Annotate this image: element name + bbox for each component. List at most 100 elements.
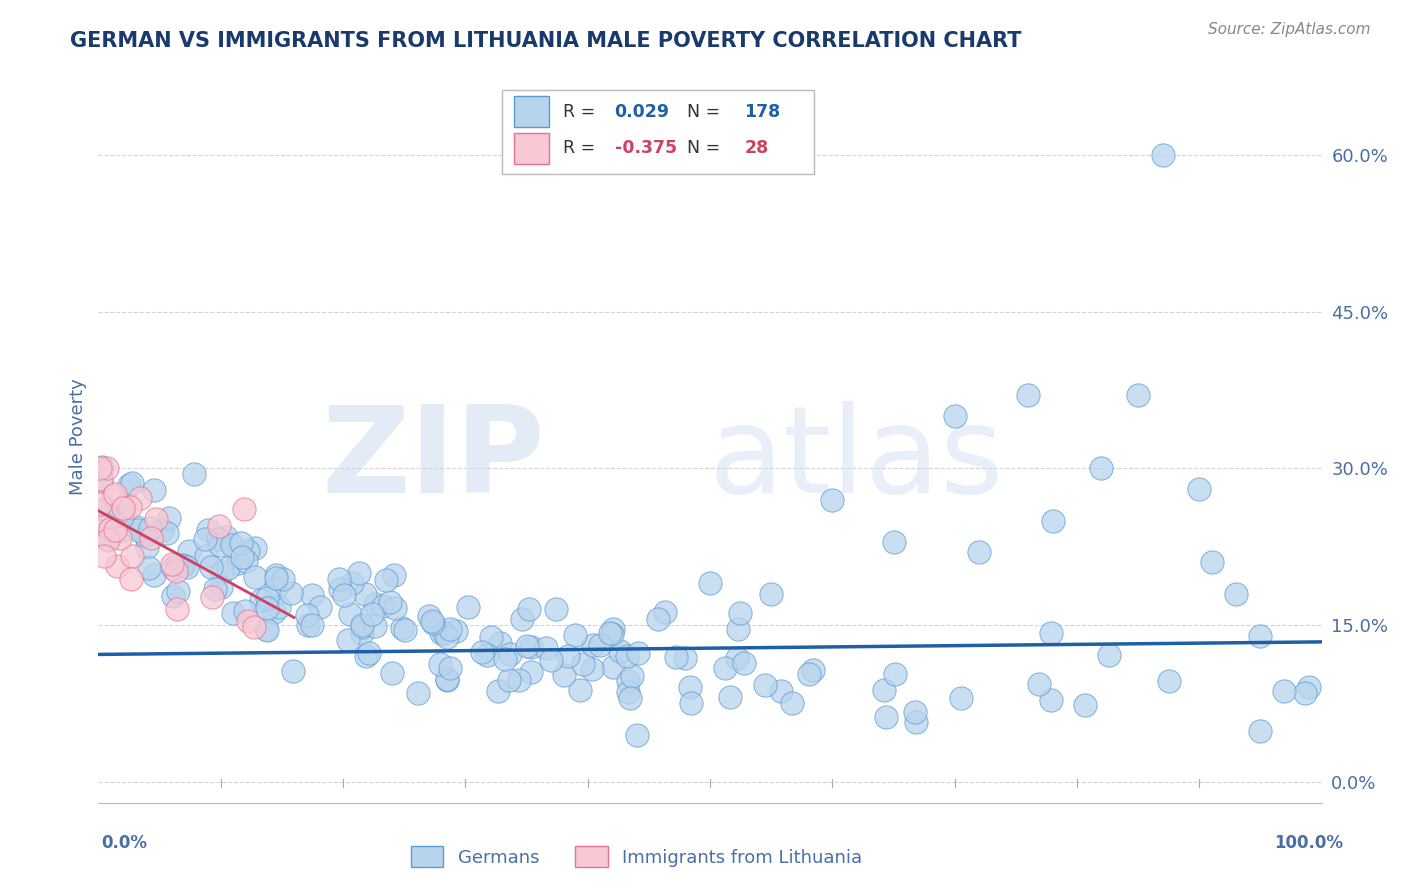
Point <box>557 649 579 664</box>
Point <box>609 644 631 658</box>
Point <box>436 672 458 686</box>
Point <box>243 570 266 584</box>
Legend: Germans, Immigrants from Lithuania: Germans, Immigrants from Lithuania <box>404 839 870 874</box>
Point <box>391 621 413 635</box>
Text: ZIP: ZIP <box>321 401 546 517</box>
Point <box>249 593 271 607</box>
Point <box>1294 686 1316 700</box>
Point <box>821 492 844 507</box>
Point <box>627 646 650 660</box>
Point <box>127 523 149 537</box>
Point <box>654 605 676 619</box>
Point <box>264 567 287 582</box>
Point <box>1128 388 1150 402</box>
Point <box>1074 698 1097 712</box>
Point <box>89 461 111 475</box>
Point <box>589 638 612 652</box>
Point <box>328 572 350 586</box>
Point <box>97 533 120 547</box>
Point <box>197 523 219 537</box>
Point <box>142 567 165 582</box>
Point <box>616 674 638 689</box>
Point <box>600 627 623 641</box>
Point <box>516 639 538 653</box>
Point <box>347 566 370 581</box>
Point <box>104 523 127 537</box>
Point <box>1225 587 1247 601</box>
Point <box>381 666 404 681</box>
Point <box>571 657 593 672</box>
Point <box>264 581 287 595</box>
Point <box>699 576 721 591</box>
FancyBboxPatch shape <box>502 90 814 174</box>
Point <box>665 650 688 665</box>
Point <box>520 665 543 680</box>
Text: Source: ZipAtlas.com: Source: ZipAtlas.com <box>1208 22 1371 37</box>
Point <box>337 632 360 647</box>
Point <box>162 590 184 604</box>
Point <box>436 630 458 644</box>
Point <box>254 622 277 636</box>
Point <box>457 599 479 614</box>
Point <box>222 606 245 620</box>
Y-axis label: Male Poverty: Male Poverty <box>69 379 87 495</box>
Point <box>429 657 451 671</box>
Point <box>433 625 456 640</box>
Point <box>221 538 243 552</box>
Point <box>354 587 377 601</box>
Point <box>215 530 238 544</box>
Point <box>883 534 905 549</box>
Point <box>200 560 222 574</box>
Text: GERMAN VS IMMIGRANTS FROM LITHUANIA MALE POVERTY CORRELATION CHART: GERMAN VS IMMIGRANTS FROM LITHUANIA MALE… <box>70 31 1022 51</box>
Point <box>546 601 568 615</box>
Point <box>139 521 162 535</box>
Point <box>183 467 205 482</box>
Point <box>439 622 461 636</box>
Point <box>93 502 115 516</box>
Point <box>166 558 188 572</box>
Point <box>619 691 641 706</box>
Text: atlas: atlas <box>709 401 1005 517</box>
Point <box>226 557 249 571</box>
Point <box>873 682 896 697</box>
Point <box>350 626 373 640</box>
Point <box>165 565 187 579</box>
FancyBboxPatch shape <box>515 133 548 163</box>
Point <box>129 491 152 505</box>
Point <box>156 525 179 540</box>
Point <box>673 650 696 665</box>
Point <box>90 473 112 487</box>
Point <box>420 615 443 629</box>
Point <box>422 616 444 631</box>
Point <box>269 600 291 615</box>
Point <box>534 641 557 656</box>
Text: 0.0%: 0.0% <box>101 834 148 852</box>
Point <box>373 599 395 613</box>
Point <box>797 667 820 681</box>
Point <box>208 519 231 533</box>
Point <box>264 572 287 586</box>
Point <box>195 549 218 563</box>
Point <box>725 651 748 665</box>
Point <box>378 595 401 609</box>
Point <box>118 478 141 492</box>
Point <box>488 635 510 649</box>
Point <box>173 558 195 573</box>
Point <box>204 582 226 596</box>
Point <box>176 559 198 574</box>
Point <box>142 483 165 498</box>
Point <box>354 648 377 663</box>
Point <box>499 647 522 661</box>
Point <box>727 623 749 637</box>
Point <box>1028 677 1050 691</box>
Point <box>256 591 278 606</box>
Point <box>167 583 190 598</box>
Point <box>754 678 776 692</box>
Point <box>564 628 586 642</box>
Point <box>112 508 135 522</box>
Point <box>245 541 267 556</box>
Point <box>361 607 384 621</box>
Text: N =: N = <box>676 139 725 157</box>
Point <box>236 543 259 558</box>
Point <box>243 620 266 634</box>
